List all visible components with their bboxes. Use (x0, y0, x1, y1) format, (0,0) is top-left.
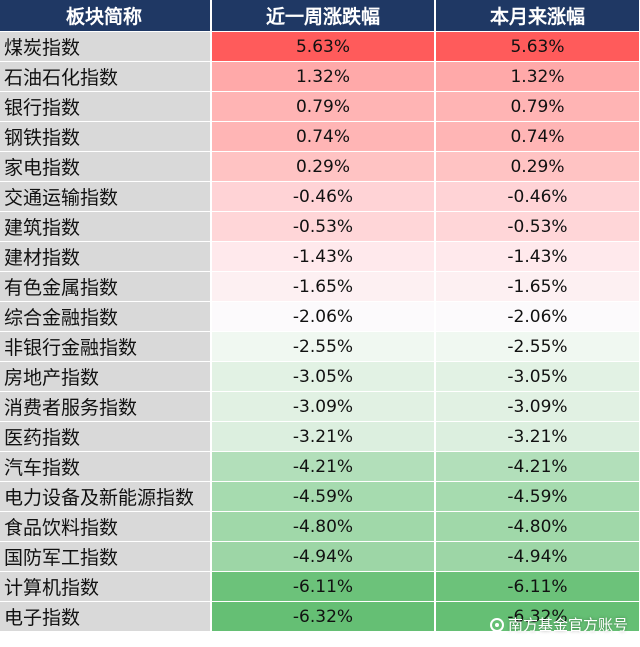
weekly-change-cell: 0.79% (211, 91, 436, 122)
monthly-change-cell: -4.80% (435, 511, 640, 542)
monthly-change-cell: -1.65% (435, 271, 640, 302)
monthly-change-cell: -2.06% (435, 301, 640, 332)
monthly-change-cell: 0.79% (435, 91, 640, 122)
table-row: 电子指数 -6.32% -6.32% (0, 601, 640, 631)
sector-name-cell: 电子指数 (0, 601, 212, 631)
table-row: 煤炭指数 5.63% 5.63% (0, 31, 640, 62)
sector-name-cell: 建筑指数 (0, 211, 212, 242)
sector-name-cell: 银行指数 (0, 91, 212, 122)
table-row: 电力设备及新能源指数 -4.59% -4.59% (0, 481, 640, 512)
sector-name-cell: 建材指数 (0, 241, 212, 272)
monthly-change-cell: -1.43% (435, 241, 640, 272)
sector-name-cell: 钢铁指数 (0, 121, 212, 152)
monthly-change-cell: -3.09% (435, 391, 640, 422)
table-row: 建筑指数 -0.53% -0.53% (0, 211, 640, 242)
sector-name-cell: 消费者服务指数 (0, 391, 212, 422)
weekly-change-cell: -1.43% (211, 241, 436, 272)
table-row: 建材指数 -1.43% -1.43% (0, 241, 640, 272)
monthly-change-cell: 0.74% (435, 121, 640, 152)
table-row: 石油石化指数 1.32% 1.32% (0, 61, 640, 92)
monthly-change-cell: 1.32% (435, 61, 640, 92)
monthly-change-cell: -6.11% (435, 571, 640, 602)
weekly-change-cell: -4.59% (211, 481, 436, 512)
table-row: 综合金融指数 -2.06% -2.06% (0, 301, 640, 332)
weekly-change-cell: -4.21% (211, 451, 436, 482)
sector-name-cell: 电力设备及新能源指数 (0, 481, 212, 512)
weekly-change-cell: -0.46% (211, 181, 436, 212)
weekly-change-cell: -4.94% (211, 541, 436, 572)
weekly-change-cell: -6.32% (211, 601, 436, 631)
monthly-change-cell: -4.21% (435, 451, 640, 482)
table-row: 汽车指数 -4.21% -4.21% (0, 451, 640, 482)
weekly-change-cell: 0.74% (211, 121, 436, 152)
weekly-change-cell: 1.32% (211, 61, 436, 92)
table-row: 医药指数 -3.21% -3.21% (0, 421, 640, 452)
monthly-change-cell: -0.46% (435, 181, 640, 212)
weekly-change-cell: -3.09% (211, 391, 436, 422)
table-row: 有色金属指数 -1.65% -1.65% (0, 271, 640, 302)
table-row: 消费者服务指数 -3.09% -3.09% (0, 391, 640, 422)
monthly-change-cell: -3.05% (435, 361, 640, 392)
sector-name-cell: 家电指数 (0, 151, 212, 182)
header-weekly-change: 近一周涨跌幅 (211, 0, 436, 32)
table-row: 计算机指数 -6.11% -6.11% (0, 571, 640, 602)
watermark-text: 南方基金官方账号 (507, 616, 628, 634)
weekly-change-cell: -2.06% (211, 301, 436, 332)
monthly-change-cell: -4.59% (435, 481, 640, 512)
table-row: 家电指数 0.29% 0.29% (0, 151, 640, 182)
sector-name-cell: 计算机指数 (0, 571, 212, 602)
sector-name-cell: 交通运输指数 (0, 181, 212, 212)
weekly-change-cell: -1.65% (211, 271, 436, 302)
sector-name-cell: 综合金融指数 (0, 301, 212, 332)
brand-swirl-icon (489, 617, 504, 632)
monthly-change-cell: 5.63% (435, 31, 640, 62)
monthly-change-cell: -2.55% (435, 331, 640, 362)
sector-name-cell: 国防军工指数 (0, 541, 212, 572)
sector-name-cell: 有色金属指数 (0, 271, 212, 302)
monthly-change-cell: -4.94% (435, 541, 640, 572)
header-row: 板块简称 近一周涨跌幅 本月来涨幅 (0, 0, 640, 32)
header-monthly-change: 本月来涨幅 (435, 0, 640, 32)
weekly-change-cell: -6.11% (211, 571, 436, 602)
sector-name-cell: 房地产指数 (0, 361, 212, 392)
weekly-change-cell: -4.80% (211, 511, 436, 542)
sector-name-cell: 煤炭指数 (0, 31, 212, 62)
weekly-change-cell: -2.55% (211, 331, 436, 362)
table-row: 食品饮料指数 -4.80% -4.80% (0, 511, 640, 542)
table-row: 银行指数 0.79% 0.79% (0, 91, 640, 122)
sector-name-cell: 非银行金融指数 (0, 331, 212, 362)
weekly-change-cell: -3.21% (211, 421, 436, 452)
weekly-change-cell: -3.05% (211, 361, 436, 392)
table-row: 钢铁指数 0.74% 0.74% (0, 121, 640, 152)
monthly-change-cell: 0.29% (435, 151, 640, 182)
weekly-change-cell: -0.53% (211, 211, 436, 242)
table-row: 房地产指数 -3.05% -3.05% (0, 361, 640, 392)
sector-performance-table: 板块简称 近一周涨跌幅 本月来涨幅 煤炭指数 5.63% 5.63% 石油石化指数 1.… (0, 0, 640, 631)
watermark: 南方基金官方账号 (489, 614, 628, 635)
table-row: 交通运输指数 -0.46% -0.46% (0, 181, 640, 212)
weekly-change-cell: 0.29% (211, 151, 436, 182)
sector-name-cell: 食品饮料指数 (0, 511, 212, 542)
table-row: 国防军工指数 -4.94% -4.94% (0, 541, 640, 572)
sector-name-cell: 石油石化指数 (0, 61, 212, 92)
header-sector-name: 板块简称 (0, 0, 212, 32)
sector-name-cell: 医药指数 (0, 421, 212, 452)
monthly-change-cell: -6.32% (435, 601, 640, 631)
monthly-change-cell: -3.21% (435, 421, 640, 452)
weekly-change-cell: 5.63% (211, 31, 436, 62)
monthly-change-cell: -0.53% (435, 211, 640, 242)
sector-name-cell: 汽车指数 (0, 451, 212, 482)
table-row: 非银行金融指数 -2.55% -2.55% (0, 331, 640, 362)
